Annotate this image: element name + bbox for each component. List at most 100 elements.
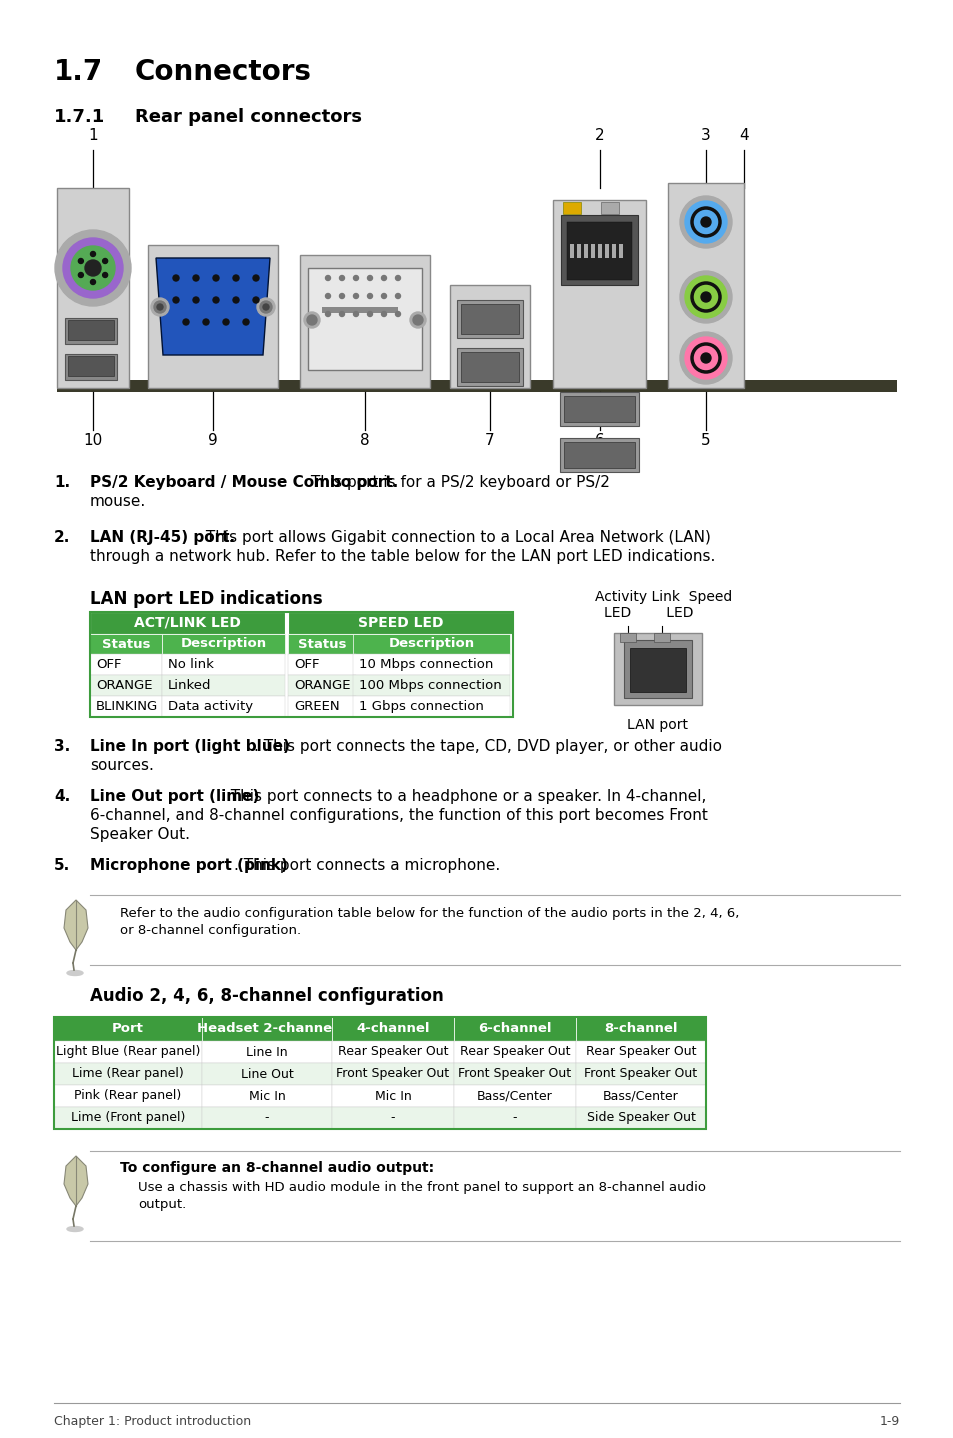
Text: LAN port LED indications: LAN port LED indications xyxy=(90,590,322,608)
Text: 10: 10 xyxy=(83,433,103,449)
FancyBboxPatch shape xyxy=(553,200,645,388)
FancyBboxPatch shape xyxy=(288,696,355,718)
FancyBboxPatch shape xyxy=(559,393,639,426)
Circle shape xyxy=(410,312,426,328)
Circle shape xyxy=(381,293,386,299)
FancyBboxPatch shape xyxy=(332,1017,454,1041)
FancyBboxPatch shape xyxy=(560,216,638,285)
Circle shape xyxy=(339,293,344,299)
FancyBboxPatch shape xyxy=(583,244,587,257)
Circle shape xyxy=(253,298,258,303)
FancyBboxPatch shape xyxy=(450,285,530,388)
FancyBboxPatch shape xyxy=(288,613,513,634)
FancyBboxPatch shape xyxy=(148,244,277,388)
Circle shape xyxy=(325,293,330,299)
Polygon shape xyxy=(64,900,88,951)
Circle shape xyxy=(213,275,219,280)
Text: ACT/LINK LED: ACT/LINK LED xyxy=(134,615,241,630)
Circle shape xyxy=(203,319,209,325)
Circle shape xyxy=(395,293,400,299)
Text: output.: output. xyxy=(138,1198,186,1211)
Text: mouse.: mouse. xyxy=(90,495,146,509)
FancyBboxPatch shape xyxy=(576,1017,705,1041)
FancyBboxPatch shape xyxy=(618,244,622,257)
FancyBboxPatch shape xyxy=(614,633,701,705)
Text: . This port connects the tape, CD, DVD player, or other audio: . This port connects the tape, CD, DVD p… xyxy=(253,739,721,754)
FancyBboxPatch shape xyxy=(353,674,510,696)
FancyBboxPatch shape xyxy=(54,1063,202,1086)
Circle shape xyxy=(85,260,101,276)
Text: Port: Port xyxy=(112,1022,144,1035)
FancyBboxPatch shape xyxy=(90,696,162,718)
FancyBboxPatch shape xyxy=(612,244,616,257)
Ellipse shape xyxy=(67,1227,83,1231)
Text: Connectors: Connectors xyxy=(135,58,312,86)
Text: 6: 6 xyxy=(595,433,604,449)
FancyBboxPatch shape xyxy=(68,357,113,375)
Polygon shape xyxy=(64,1156,88,1206)
Circle shape xyxy=(151,298,169,316)
Circle shape xyxy=(304,312,319,328)
Circle shape xyxy=(256,298,274,316)
Text: ORANGE: ORANGE xyxy=(294,679,350,692)
Text: Description: Description xyxy=(180,637,266,650)
Text: Chapter 1: Product introduction: Chapter 1: Product introduction xyxy=(54,1415,251,1428)
Circle shape xyxy=(395,276,400,280)
Circle shape xyxy=(78,259,83,263)
Circle shape xyxy=(71,246,115,290)
Text: Headset 2-channel: Headset 2-channel xyxy=(197,1022,336,1035)
Text: -: - xyxy=(391,1112,395,1125)
Text: Status: Status xyxy=(102,637,150,650)
Circle shape xyxy=(78,272,83,278)
Text: Rear panel connectors: Rear panel connectors xyxy=(135,108,361,127)
Text: LAN port: LAN port xyxy=(627,718,688,732)
FancyBboxPatch shape xyxy=(162,696,285,718)
FancyBboxPatch shape xyxy=(576,1086,705,1107)
Circle shape xyxy=(700,352,710,362)
FancyBboxPatch shape xyxy=(68,321,113,339)
Text: Mic In: Mic In xyxy=(249,1090,285,1103)
FancyBboxPatch shape xyxy=(308,267,421,370)
Text: Data activity: Data activity xyxy=(168,700,253,713)
FancyBboxPatch shape xyxy=(454,1041,576,1063)
Circle shape xyxy=(172,298,179,303)
FancyBboxPatch shape xyxy=(563,395,635,421)
Text: 100 Mbps connection: 100 Mbps connection xyxy=(358,679,501,692)
FancyBboxPatch shape xyxy=(576,1041,705,1063)
Text: 8-channel: 8-channel xyxy=(603,1022,677,1035)
Text: 5.: 5. xyxy=(54,858,71,873)
FancyBboxPatch shape xyxy=(288,654,355,674)
Circle shape xyxy=(253,275,258,280)
FancyBboxPatch shape xyxy=(619,633,636,641)
FancyBboxPatch shape xyxy=(353,696,510,718)
FancyBboxPatch shape xyxy=(576,1063,705,1086)
Circle shape xyxy=(367,293,372,299)
Text: or 8-channel configuration.: or 8-channel configuration. xyxy=(120,925,301,938)
FancyBboxPatch shape xyxy=(332,1107,454,1129)
FancyBboxPatch shape xyxy=(623,640,691,697)
Circle shape xyxy=(183,319,189,325)
Text: Use a chassis with HD audio module in the front panel to support an 8-channel au: Use a chassis with HD audio module in th… xyxy=(138,1181,705,1194)
FancyBboxPatch shape xyxy=(629,649,685,692)
Text: Refer to the audio configuration table below for the function of the audio ports: Refer to the audio configuration table b… xyxy=(120,907,739,920)
Circle shape xyxy=(233,275,239,280)
Circle shape xyxy=(367,312,372,316)
FancyBboxPatch shape xyxy=(162,634,285,654)
Text: BLINKING: BLINKING xyxy=(96,700,158,713)
Text: 4.: 4. xyxy=(54,789,71,804)
Text: Bass/Center: Bass/Center xyxy=(476,1090,553,1103)
Ellipse shape xyxy=(67,971,83,975)
FancyBboxPatch shape xyxy=(65,354,117,380)
FancyBboxPatch shape xyxy=(563,441,635,467)
Text: Linked: Linked xyxy=(168,679,212,692)
FancyBboxPatch shape xyxy=(332,1086,454,1107)
FancyBboxPatch shape xyxy=(90,613,285,634)
FancyBboxPatch shape xyxy=(57,380,896,393)
FancyBboxPatch shape xyxy=(90,634,162,654)
Text: Side Speaker Out: Side Speaker Out xyxy=(586,1112,695,1125)
Circle shape xyxy=(354,293,358,299)
Circle shape xyxy=(367,276,372,280)
FancyBboxPatch shape xyxy=(454,1017,576,1041)
FancyBboxPatch shape xyxy=(353,654,510,674)
Text: Lime (Front panel): Lime (Front panel) xyxy=(71,1112,185,1125)
